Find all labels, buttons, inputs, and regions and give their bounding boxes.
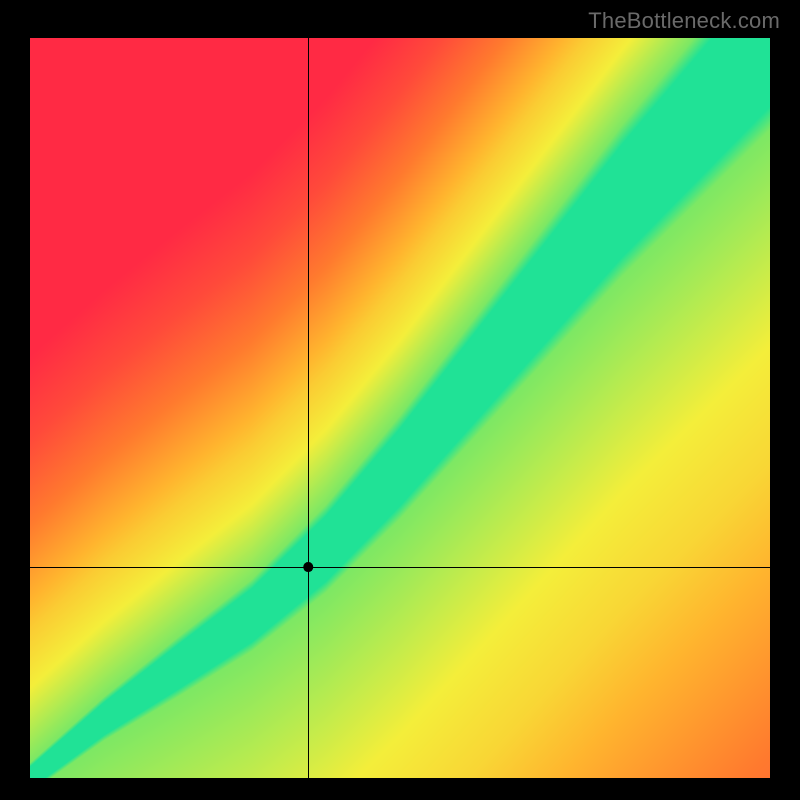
watermark-label: TheBottleneck.com <box>588 8 780 34</box>
chart-container: TheBottleneck.com <box>0 0 800 800</box>
bottleneck-heatmap-canvas <box>30 38 770 778</box>
